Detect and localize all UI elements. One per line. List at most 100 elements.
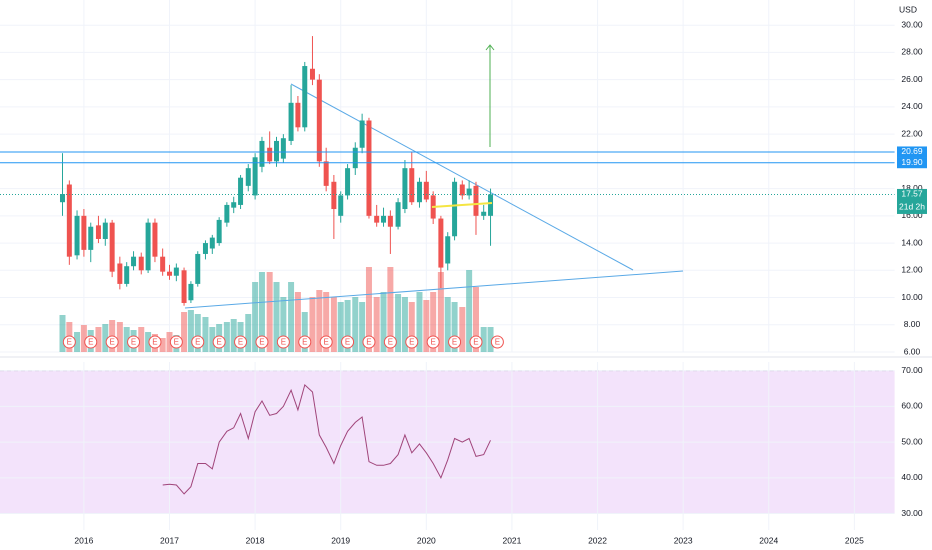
candle-body	[209, 237, 215, 249]
candle-body	[409, 168, 415, 203]
volume-bar	[316, 290, 323, 352]
earnings-label: E	[302, 338, 307, 347]
y-tick-label: 24.00	[901, 101, 923, 111]
volume-bar	[401, 297, 408, 352]
earnings-marker	[448, 335, 462, 349]
candle-body	[274, 140, 280, 162]
earnings-marker	[426, 335, 440, 349]
candle-body	[352, 147, 358, 169]
volume-bar	[288, 282, 295, 352]
x-tick-label: 2024	[759, 535, 778, 545]
candle-body	[452, 181, 458, 237]
earnings-label: E	[109, 338, 114, 347]
candle-body	[252, 157, 258, 196]
candle-body	[216, 219, 222, 244]
candle-body	[423, 181, 429, 200]
earnings-label: E	[152, 338, 157, 347]
volume-bar	[451, 302, 458, 352]
volume-bar	[280, 297, 287, 352]
volume-bar	[466, 270, 473, 352]
level-tag	[897, 157, 927, 169]
volume-bar	[181, 312, 188, 352]
volume-bar	[330, 297, 337, 352]
volume-bar	[258, 272, 265, 352]
candle-body	[309, 68, 315, 80]
earnings-label: E	[131, 338, 136, 347]
earnings-marker	[341, 335, 355, 349]
candle-body	[374, 215, 380, 223]
candle-body	[160, 256, 166, 272]
earnings-label: E	[495, 338, 500, 347]
drawing-line	[431, 202, 493, 208]
earnings-marker	[362, 335, 376, 349]
candle-body	[88, 226, 94, 250]
volume-bar	[252, 282, 259, 352]
volume-bar	[95, 327, 102, 352]
earnings-marker	[276, 335, 290, 349]
volume-bar	[273, 282, 280, 352]
candle-body	[167, 271, 173, 276]
rsi-tick-label: 40.00	[901, 472, 923, 482]
volume-bar	[230, 319, 237, 352]
candle-body	[402, 168, 408, 210]
y-tick-label: 8.00	[904, 319, 921, 329]
candle-body	[345, 168, 351, 196]
candle-body	[145, 222, 151, 271]
volume-bar	[380, 292, 387, 352]
rsi-tick-label: 50.00	[901, 436, 923, 446]
rsi-tick-label: 70.00	[901, 365, 923, 375]
candle-body	[366, 120, 372, 216]
earnings-label: E	[281, 338, 286, 347]
volume-bar	[352, 297, 359, 352]
candle-body	[181, 270, 187, 303]
candle-body	[124, 266, 130, 284]
earnings-label: E	[409, 338, 414, 347]
candle-body	[202, 243, 208, 254]
volume-bar	[309, 297, 316, 352]
x-tick-label: 2016	[74, 535, 93, 545]
earnings-marker	[127, 335, 141, 349]
candle-body	[131, 256, 137, 267]
volume-bar	[166, 332, 173, 352]
volume-bar	[266, 272, 273, 352]
volume-bar	[337, 302, 344, 352]
earnings-label: E	[345, 338, 350, 347]
y-tick-label: 14.00	[901, 237, 923, 247]
candle-body	[359, 120, 365, 148]
earnings-label: E	[259, 338, 264, 347]
candle-body	[74, 215, 80, 256]
x-tick-label: 2018	[246, 535, 265, 545]
candle-body	[280, 138, 286, 159]
earnings-marker	[405, 335, 419, 349]
earnings-marker	[469, 335, 483, 349]
volume-bar	[344, 300, 351, 352]
earnings-label: E	[195, 338, 200, 347]
candle-body	[267, 147, 273, 162]
rsi-tick-label: 30.00	[901, 508, 923, 518]
volume-bar	[408, 302, 415, 352]
volume-bar	[459, 307, 466, 352]
y-tick-label: 12.00	[901, 265, 923, 275]
volume-bar	[59, 315, 66, 352]
arrow-head	[485, 44, 495, 51]
candle-body	[445, 236, 451, 264]
y-tick-label: 18.00	[901, 183, 923, 193]
grid	[0, 0, 932, 530]
y-tick-label: 16.00	[901, 210, 923, 220]
candle-body	[466, 188, 472, 196]
volume-bar	[80, 325, 87, 352]
earnings-label: E	[174, 338, 179, 347]
volume-bar	[209, 327, 216, 352]
volume-bar	[395, 294, 402, 352]
candle-body	[231, 202, 237, 208]
candle-body	[259, 140, 265, 167]
y-tick-label: 28.00	[901, 47, 923, 57]
candle-body	[238, 177, 244, 205]
currency: USD	[899, 4, 917, 14]
earnings-marker	[191, 335, 205, 349]
candle-body	[481, 211, 487, 216]
trend-line	[184, 270, 684, 309]
candle-body	[245, 168, 251, 186]
level-tag	[897, 146, 927, 158]
